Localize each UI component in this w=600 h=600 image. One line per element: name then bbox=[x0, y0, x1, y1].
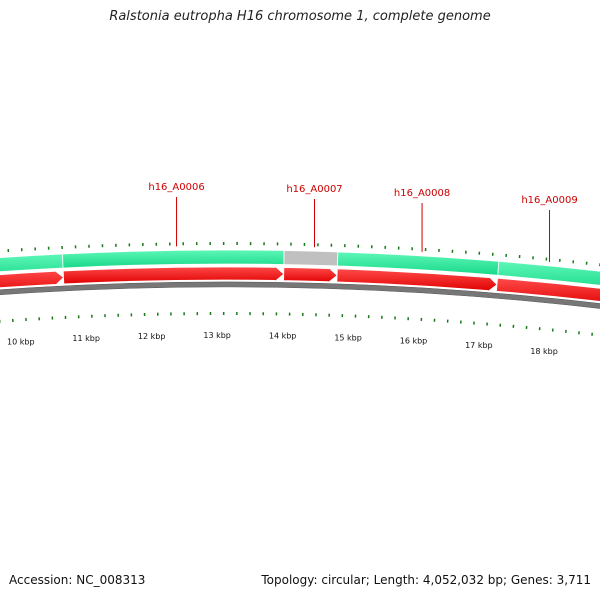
inner-tick-marks bbox=[0, 311, 594, 336]
kbp-label: 18 kbp bbox=[530, 347, 558, 356]
kbp-label: 11 kbp bbox=[72, 334, 100, 343]
gene-arrow bbox=[283, 266, 338, 284]
gene-label: h16_A0006 bbox=[148, 182, 204, 193]
backbone-ring bbox=[0, 281, 600, 309]
map-title: Ralstonia eutropha H16 chromosome 1, com… bbox=[109, 9, 491, 24]
kbp-label: 16 kbp bbox=[400, 336, 428, 345]
kbp-label: 13 kbp bbox=[203, 331, 231, 340]
gene-label: h16_A0009 bbox=[521, 195, 577, 206]
gene-label-leaders: h16_A0005h16_A0006h16_A0007h16_A0008h16_… bbox=[148, 182, 578, 262]
cds-track bbox=[0, 249, 600, 286]
kbp-label: 10 kbp bbox=[7, 337, 35, 346]
cds-segment bbox=[61, 249, 285, 269]
chromosome-backbone bbox=[0, 281, 600, 309]
kbp-label: 15 kbp bbox=[334, 333, 362, 342]
gene-arrow bbox=[0, 269, 65, 289]
gene-arrow bbox=[62, 265, 285, 285]
outer-tick-marks bbox=[7, 241, 600, 267]
gene-label: h16_A0008 bbox=[394, 188, 450, 199]
cds-segment bbox=[497, 260, 600, 286]
gene-label: h16_A0007 bbox=[286, 184, 342, 195]
gene-arrow bbox=[336, 268, 498, 293]
accession-text: Accession: NC_008313 bbox=[9, 573, 146, 587]
gene-arrow bbox=[496, 277, 600, 302]
kbp-scale-labels: 10 kbp 11 kbp 12 kbp 13 kbp 14 kbp 15 kbp 16 k… bbox=[7, 331, 558, 356]
gene-arrow-track bbox=[0, 265, 600, 302]
genome-stats-text: Topology: circular; Length: 4,052,032 bp… bbox=[261, 573, 591, 587]
kbp-label: 12 kbp bbox=[138, 332, 166, 341]
cds-gap-segment bbox=[283, 250, 339, 267]
kbp-label: 17 kbp bbox=[465, 341, 493, 350]
kbp-label: 14 kbp bbox=[269, 332, 297, 341]
